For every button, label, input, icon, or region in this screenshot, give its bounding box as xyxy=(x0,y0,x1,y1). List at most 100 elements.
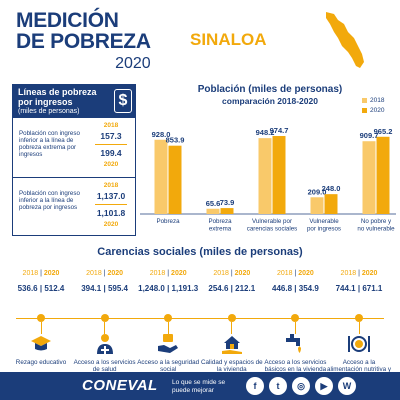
data-label-2018: 209.0 xyxy=(308,187,327,196)
social-value-2018: 254.6 xyxy=(208,284,229,293)
social-item: 2018 | 2020 446.8 | 354.9 Acceso a los ser… xyxy=(264,270,326,390)
instagram-icon[interactable]: ◎ xyxy=(292,377,310,395)
social-years: 2018 | 2020 xyxy=(74,270,136,277)
social-value-2018: 394.1 xyxy=(81,284,102,293)
timeline-stem xyxy=(40,322,42,334)
brand-line-2: DE POBREZA xyxy=(16,30,151,53)
social-value-2020: 1,191.3 xyxy=(171,284,199,293)
chart-title: Población (miles de personas) xyxy=(197,84,343,95)
value-separator: | xyxy=(103,284,106,293)
social-item: 2018 | 2020 394.1 | 595.4 Acceso a los ser… xyxy=(74,270,136,390)
data-label-2020: 853.9 xyxy=(166,136,185,145)
legend-swatch-2020 xyxy=(362,107,367,113)
bar-2020 xyxy=(272,136,286,214)
social-values: 1,248.0 | 1,191.3 xyxy=(133,284,203,293)
social-years: 2018 | 2020 xyxy=(10,270,72,277)
poverty-lines-title: Líneas de pobreza por ingresos xyxy=(18,87,97,107)
social-value-2018: 744.1 xyxy=(335,284,356,293)
poverty-line-label: Población con ingreso inferior a la líne… xyxy=(19,190,80,211)
bar-2020 xyxy=(168,145,182,214)
value-separator: | xyxy=(294,284,297,293)
social-values: 744.1 | 671.1 xyxy=(324,284,394,293)
chart-legend: 2018 2020 xyxy=(362,95,384,115)
timeline-dot xyxy=(37,314,45,322)
bar-2018 xyxy=(206,208,220,214)
social-item: 2018 | 2020 536.6 | 512.4 Rezago educativo xyxy=(10,270,72,390)
year-separator: | xyxy=(167,270,170,277)
timeline-stem xyxy=(294,322,296,334)
social-value-2020: 595.4 xyxy=(107,284,128,293)
social-values: 254.6 | 212.1 xyxy=(197,284,267,293)
social-links: f t ◎ ▶ W xyxy=(246,377,356,395)
social-item: 2018 | 2020 254.6 | 212.1 Calidad y espaci… xyxy=(201,270,263,390)
data-label-2020: 73.9 xyxy=(220,198,235,207)
poverty-line-value-2020: 199.4 xyxy=(100,148,122,158)
brand-year: 2020 xyxy=(115,55,151,72)
timeline-dot xyxy=(291,314,300,322)
state-map-icon xyxy=(326,12,364,68)
data-label-2018: 909.7 xyxy=(360,131,379,140)
bar-2020 xyxy=(220,208,234,214)
brand-line-1: MEDICIÓN xyxy=(16,9,119,32)
footer-tagline: Lo que se mide se puede mejorar xyxy=(172,379,226,394)
year-separator: | xyxy=(40,270,42,277)
year-2018: 2018 xyxy=(340,270,357,277)
social-years: 2018 | 2020 xyxy=(264,270,326,277)
twitter-icon[interactable]: t xyxy=(269,377,287,395)
social-values: 394.1 | 595.4 xyxy=(70,284,140,293)
social-years: 2018 | 2020 xyxy=(201,270,263,277)
timeline-stem xyxy=(104,322,106,334)
house-hand-icon xyxy=(221,336,242,354)
social-label: Rezago educativo xyxy=(15,359,67,366)
wordpress-icon[interactable]: W xyxy=(338,377,356,395)
category-label: por ingresos xyxy=(307,226,341,233)
social-item: 2018 | 2020 1,248.0 | 1,191.3 Acceso a la … xyxy=(137,270,199,390)
category-label: No pobre y xyxy=(361,218,392,225)
category-label: Vulnerable por xyxy=(252,218,292,225)
bar-2018 xyxy=(258,138,272,214)
bar-2020 xyxy=(324,194,338,214)
social-label: Calidad y espacios de la vivienda xyxy=(200,359,263,373)
year-2020: 2020 xyxy=(298,270,314,277)
footer: CONEVAL Lo que se mide se puede mejorar … xyxy=(0,372,400,400)
legend-swatch-2018 xyxy=(362,97,367,103)
year-2018: 2018 xyxy=(86,270,102,277)
year-2020: 2020 xyxy=(43,270,60,277)
faucet-icon xyxy=(286,334,302,353)
data-label-2020: 974.7 xyxy=(270,126,289,135)
poverty-line-row-extreme: Población con ingreso inferior a la líne… xyxy=(13,120,135,178)
year-2020: 2020 xyxy=(107,270,124,277)
timeline-dot xyxy=(100,314,109,322)
data-label-2020: 965.2 xyxy=(374,127,393,136)
social-values: 446.8 | 354.9 xyxy=(260,284,330,293)
category-label: Pobreza xyxy=(156,218,180,225)
poverty-line-value-2018: 1,137.0 xyxy=(96,191,126,201)
social-label: Acceso a los servicios básicos en la viv… xyxy=(264,359,327,373)
category-label: no vulnerable xyxy=(357,226,395,233)
youtube-icon[interactable]: ▶ xyxy=(315,377,333,395)
category-label: carencias sociales xyxy=(247,226,298,233)
timeline-dot xyxy=(164,314,173,322)
poverty-line-divider xyxy=(95,204,127,205)
dollar-icon: $ xyxy=(114,89,132,113)
year-2020: 2020 xyxy=(171,270,187,277)
social-title: Carencias sociales (miles de personas) xyxy=(97,246,303,258)
plate-cutlery-icon xyxy=(348,336,370,352)
poverty-line-value-2020: 1,101.8 xyxy=(96,208,126,218)
facebook-icon[interactable]: f xyxy=(246,377,264,395)
timeline-stem xyxy=(358,322,360,334)
hand-money-icon xyxy=(158,334,179,353)
poverty-line-row-income: Población con ingreso inferior a la líne… xyxy=(13,180,135,234)
year-2018: 2018 xyxy=(22,270,39,277)
social-value-2018: 536.6 xyxy=(17,284,38,293)
social-value-2020: 212.1 xyxy=(235,284,256,293)
category-label: extrema xyxy=(209,226,232,233)
year-separator: | xyxy=(358,270,360,277)
data-label-2018: 928.0 xyxy=(152,130,171,139)
social-values: 536.6 | 512.4 xyxy=(6,284,76,293)
coneval-logo[interactable]: CONEVAL xyxy=(82,377,158,394)
poverty-line-year-2020: 2020 xyxy=(103,161,119,168)
social-value-2018: 1,248.0 xyxy=(138,284,165,293)
year-separator: | xyxy=(103,270,106,277)
